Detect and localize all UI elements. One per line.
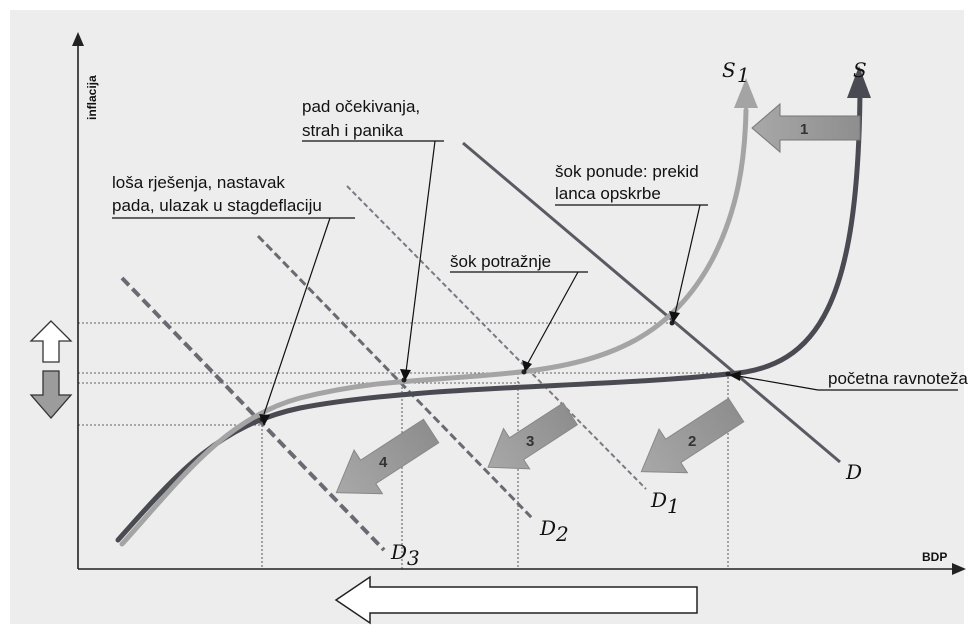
- demand-curve-d1: [346, 185, 647, 490]
- step-arrow-2-label: 2: [688, 433, 696, 450]
- demand-curve-d2-label: D: [539, 516, 556, 540]
- background-panel: [10, 10, 964, 624]
- bad-solutions-label-line2: pada, ulazak u stagdeflaciju: [112, 196, 322, 215]
- demand-curve-d2-subscript: 2: [555, 522, 569, 546]
- bad-solutions-label-line1: loša rješenja, nastavak: [112, 173, 285, 192]
- demand-curve-d1-label: D: [650, 488, 667, 512]
- gdp-decline-arrow: [334, 575, 698, 625]
- y-axis-arrowhead: [72, 32, 84, 46]
- demand-shock-label: šok potražnje: [450, 252, 551, 271]
- supply-curve-s1: [119, 107, 749, 547]
- supply-curve-s1-subscript: 1: [737, 63, 750, 87]
- supply-curve-s-label: S: [853, 58, 867, 82]
- step-arrow-3-label: 3: [526, 433, 534, 450]
- intersection-initial: [725, 371, 731, 377]
- supply-curve-s-arrowhead: [847, 66, 871, 98]
- curve-labels: S S 1 D D 1 D 2 D 3: [390, 58, 867, 570]
- y-axis-label: inflacija: [85, 75, 99, 120]
- demand-curve-d3: [120, 276, 386, 552]
- initial-equilibrium-pointer: [737, 375, 819, 391]
- expectations-label-line2: strah i panika: [302, 121, 404, 140]
- expectations-label-line1: pad očekivanja,: [302, 97, 420, 116]
- bad-solutions-pointer: [263, 217, 331, 415]
- supply-curve-s1-label: S: [722, 58, 736, 82]
- axes: inflacija BDP: [72, 32, 966, 575]
- x-axis-label: BDP: [922, 550, 947, 564]
- supply-curve-s1-arrowhead: [734, 78, 758, 108]
- x-axis-arrowhead: [952, 563, 966, 575]
- supply-shock-label-line2: lanca opskrbe: [555, 184, 661, 203]
- demand-curve-d2: [256, 234, 534, 520]
- initial-equilibrium-label: početna ravnoteža: [828, 369, 968, 388]
- step-arrow-1: 1: [751, 102, 861, 154]
- annotation-text: pad očekivanja, strah i panika loša rješ…: [112, 97, 968, 388]
- inflation-indicators: [29, 320, 73, 419]
- demand-curve-d3-label: D: [390, 540, 407, 564]
- step-arrows: 1 2 3 4: [335, 102, 861, 495]
- supply-shock-label-line1: šok ponude: prekid: [555, 162, 699, 181]
- step-arrow-2: 2: [640, 397, 745, 474]
- supply-shock-pointer: [674, 204, 701, 315]
- step-arrow-4: 4: [335, 418, 440, 495]
- expectations-pointer: [405, 140, 436, 373]
- demand-curve-d-label: D: [845, 460, 862, 484]
- demand-curve-d1-subscript: 1: [667, 494, 680, 518]
- demand-curves: [120, 141, 841, 552]
- step-arrow-4-label: 4: [379, 454, 388, 471]
- inflation-up-arrow: [29, 320, 73, 363]
- demand-shock-pointer: [527, 271, 579, 364]
- demand-curve-d3-subscript: 3: [407, 546, 420, 570]
- supply-curves: [115, 66, 871, 547]
- demand-curve-d: [462, 141, 841, 464]
- annotation-pointers: [112, 140, 958, 426]
- step-arrow-1-label: 1: [800, 121, 808, 138]
- inflation-down-arrow: [29, 370, 73, 419]
- step-arrow-3: 3: [487, 402, 579, 470]
